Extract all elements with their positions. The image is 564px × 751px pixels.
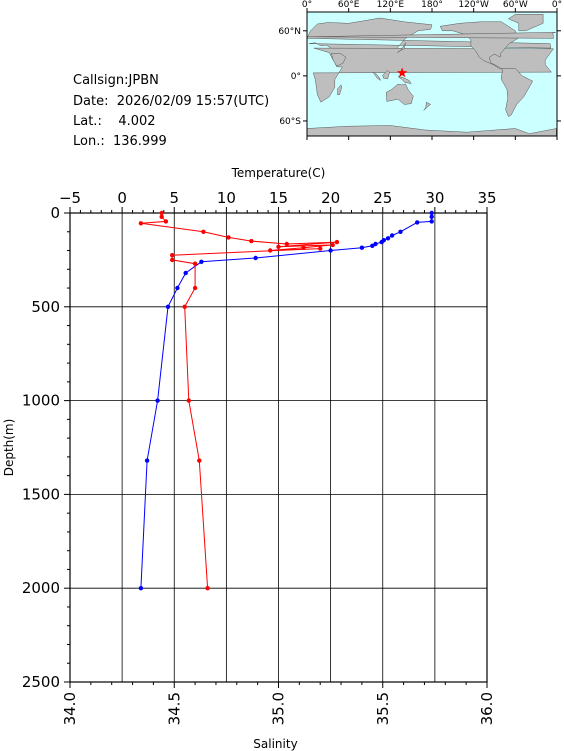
salinity-tick-label: 34.0	[61, 692, 79, 725]
salinity-data-point	[205, 586, 210, 591]
salinity-data-point	[163, 219, 169, 224]
salinity-data-point	[186, 398, 191, 403]
temperature-tick-label: −5	[59, 189, 81, 207]
temperature-data-point	[253, 255, 258, 261]
salinity-data-point	[268, 248, 273, 253]
land-borneo	[382, 70, 390, 80]
salinity-data-point	[249, 238, 254, 244]
salinity-data-point	[226, 235, 231, 240]
land-new-guinea	[397, 76, 412, 84]
longitude-label: Lon.: 136.999	[73, 134, 167, 149]
temperature-tick-label: 0	[117, 189, 127, 207]
temperature-tick-label: 35	[477, 189, 496, 207]
temperature-data-point	[429, 210, 434, 216]
temperature-tick-label: 25	[373, 189, 392, 207]
map-lon-label: 60°W	[503, 0, 528, 10]
temperature-data-point	[175, 285, 180, 291]
temperature-data-point	[415, 220, 420, 225]
map-lon-label: 60°E	[338, 0, 360, 10]
salinity-data-point	[284, 241, 289, 247]
salinity-data-point	[159, 210, 164, 216]
salinity-data-point	[330, 242, 335, 248]
salinity-data-point	[276, 244, 281, 249]
temperature-tick-label: 30	[425, 189, 444, 207]
world-map: 0° 60°E 120°E 180° 120°W 60°W 0° 60°N 0° 60°S	[278, 0, 562, 140]
land-australia	[385, 83, 414, 105]
temperature-data-point	[389, 233, 395, 238]
salinity-data-point	[301, 245, 306, 250]
map-lon-label: 120°E	[377, 0, 405, 10]
temperature-data-point	[183, 270, 188, 276]
depth-tick-label: 2500	[22, 673, 60, 691]
temperature-tick-label: 5	[169, 189, 179, 207]
land-japan	[397, 42, 406, 53]
temperature-tick-label: 20	[321, 189, 340, 207]
temperature-axis-label: Temperature(C)	[231, 166, 326, 180]
salinity-data-point	[318, 246, 323, 251]
salinity-tick-label: 36.0	[478, 692, 496, 725]
land-arabia	[330, 53, 347, 67]
land-africa	[312, 47, 555, 103]
map-lat-label: 60°N	[278, 27, 301, 37]
temperature-data-point	[165, 304, 171, 309]
salinity-data-point	[182, 304, 187, 309]
depth-tick-label: 1000	[22, 392, 60, 410]
salinity-axis-label: Salinity	[253, 737, 297, 751]
temperature-tick-label: 10	[217, 189, 236, 207]
salinity-data-point	[170, 253, 175, 258]
temperature-data-point	[199, 259, 204, 264]
temperature-data-point	[328, 248, 333, 253]
depth-tick-label: 500	[31, 298, 60, 316]
land-new-zealand	[423, 101, 432, 111]
depth-tick-label: 0	[50, 204, 60, 222]
temperature-tick-label: 15	[269, 189, 288, 207]
temperature-data-point	[398, 229, 403, 234]
temperature-data-point	[144, 458, 150, 463]
latitude-label: Lat.: 4.002	[73, 114, 156, 129]
temperature-data-point	[429, 214, 434, 219]
map-lon-label: 180°	[421, 0, 443, 10]
salinity-data-point	[192, 261, 198, 266]
depth-tick-label: 1500	[22, 485, 60, 503]
land-uk	[308, 32, 556, 39]
temperature-data-point	[373, 241, 378, 247]
date-label: Date: 2026/02/09 15:57(UTC)	[73, 94, 270, 109]
salinity-data-point	[159, 214, 164, 219]
temperature-data-point	[385, 236, 391, 241]
temperature-data-point	[138, 586, 144, 591]
land-americas	[439, 21, 534, 117]
salinity-data-point	[170, 257, 175, 263]
salinity-data-point	[334, 239, 340, 245]
salinity-data-point	[201, 229, 206, 234]
station-marker	[396, 67, 408, 78]
depth-tick-label: 2000	[22, 579, 60, 597]
temperature-data-point	[359, 245, 365, 250]
salinity-data-point	[192, 285, 198, 291]
land-madagascar	[337, 84, 342, 95]
map-lon-label: 0°	[552, 0, 562, 10]
salinity-profile-line	[140, 213, 337, 589]
map-lat-label: 60°S	[279, 117, 301, 127]
salinity-tick-label: 35.0	[270, 692, 288, 725]
callsign-label: Callsign:JPBN	[73, 73, 159, 88]
depth-axis-label: Depth(m)	[2, 419, 16, 477]
land-sumatra	[372, 71, 382, 82]
salinity-data-point	[197, 458, 202, 463]
temperature-data-point	[370, 243, 375, 248]
map-lon-label: 0°	[302, 0, 312, 10]
map-lat-label: 0°	[291, 72, 301, 82]
temperature-data-point	[429, 219, 434, 224]
map-lon-label: 120°W	[458, 0, 489, 10]
temperature-data-point	[155, 398, 160, 403]
salinity-data-point	[138, 221, 144, 226]
land-greenland	[507, 14, 544, 32]
salinity-tick-label: 35.5	[374, 692, 392, 725]
salinity-tick-label: 34.5	[165, 692, 183, 725]
temperature-data-point	[379, 239, 384, 245]
